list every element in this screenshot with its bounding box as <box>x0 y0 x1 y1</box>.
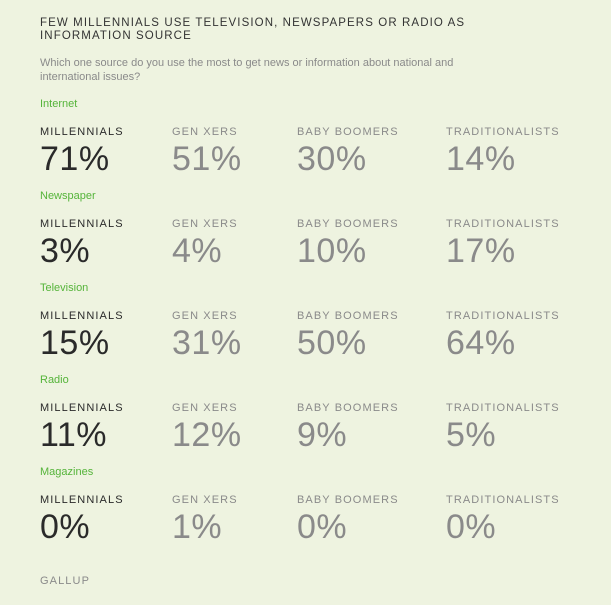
generation-column: GEN XERS 4% <box>172 218 238 269</box>
category-label: Internet <box>40 98 78 110</box>
percentage-value: 4% <box>172 232 223 270</box>
generation-column: GEN XERS 51% <box>172 126 242 177</box>
percentage-value: 17% <box>446 232 516 270</box>
percentage-value: 15% <box>40 324 110 362</box>
percentage-value: 12% <box>172 416 242 454</box>
category-section: Television MILLENNIALS 15% GEN XERS 31% BABY … <box>0 282 611 374</box>
category-section: Newspaper MILLENNIALS 3% GEN XERS 4% BABY BOO… <box>0 190 611 282</box>
generation-column: MILLENNIALS 71% <box>40 126 124 177</box>
percentage-value: 30% <box>297 140 367 178</box>
category-label: Magazines <box>40 466 94 478</box>
generation-label: GEN XERS <box>172 402 238 414</box>
generation-label: BABY BOOMERS <box>297 218 399 230</box>
generation-label: BABY BOOMERS <box>297 402 399 414</box>
percentage-value: 11% <box>40 416 108 454</box>
category-label: Newspaper <box>40 190 96 202</box>
generation-column: BABY BOOMERS 50% <box>297 310 399 361</box>
percentage-value: 0% <box>40 508 91 546</box>
generation-column: MILLENNIALS 3% <box>40 218 124 269</box>
generation-label: TRADITIONALISTS <box>446 494 560 506</box>
generation-label: GEN XERS <box>172 126 238 138</box>
generation-label: BABY BOOMERS <box>297 310 399 322</box>
generation-label: BABY BOOMERS <box>297 494 399 506</box>
percentage-value: 9% <box>297 416 348 454</box>
category-label: Television <box>40 282 89 294</box>
percentage-value: 10% <box>297 232 367 270</box>
category-section: Internet MILLENNIALS 71% GEN XERS 51% BABY BO… <box>0 98 611 190</box>
generation-column: TRADITIONALISTS 64% <box>446 310 560 361</box>
generation-label: TRADITIONALISTS <box>446 402 560 414</box>
generation-column: GEN XERS 12% <box>172 402 242 453</box>
generation-column: GEN XERS 1% <box>172 494 238 545</box>
generation-column: BABY BOOMERS 30% <box>297 126 399 177</box>
generation-column: MILLENNIALS 11% <box>40 402 124 453</box>
percentage-value: 31% <box>172 324 242 362</box>
percentage-value: 3% <box>40 232 91 270</box>
percentage-value: 0% <box>446 508 497 546</box>
chart-title: FEW MILLENNIALS USE TELEVISION, NEWSPAPE… <box>40 17 466 42</box>
generation-label: BABY BOOMERS <box>297 126 399 138</box>
generation-label: MILLENNIALS <box>40 402 124 414</box>
percentage-value: 71% <box>40 140 110 178</box>
percentage-value: 64% <box>446 324 516 362</box>
percentage-value: 50% <box>297 324 367 362</box>
generation-label: GEN XERS <box>172 310 238 322</box>
generation-label: GEN XERS <box>172 218 238 230</box>
percentage-value: 0% <box>297 508 348 546</box>
generation-label: GEN XERS <box>172 494 238 506</box>
category-section: Magazines MILLENNIALS 0% GEN XERS 1% BABY BOO… <box>0 466 611 558</box>
generation-label: TRADITIONALISTS <box>446 310 560 322</box>
generation-label: MILLENNIALS <box>40 126 124 138</box>
generation-column: BABY BOOMERS 0% <box>297 494 399 545</box>
generation-column: GEN XERS 31% <box>172 310 242 361</box>
generation-column: TRADITIONALISTS 14% <box>446 126 560 177</box>
generation-label: TRADITIONALISTS <box>446 126 560 138</box>
generation-column: BABY BOOMERS 10% <box>297 218 399 269</box>
percentage-value: 51% <box>172 140 242 178</box>
category-section: Radio MILLENNIALS 11% GEN XERS 12% BABY BOOME… <box>0 374 611 466</box>
generation-column: MILLENNIALS 15% <box>40 310 124 361</box>
generation-label: MILLENNIALS <box>40 494 124 506</box>
generation-column: MILLENNIALS 0% <box>40 494 124 545</box>
generation-column: TRADITIONALISTS 0% <box>446 494 560 545</box>
category-label: Radio <box>40 374 69 386</box>
percentage-value: 1% <box>172 508 223 546</box>
generation-label: TRADITIONALISTS <box>446 218 560 230</box>
source-label: GALLUP <box>40 575 91 587</box>
generation-column: BABY BOOMERS 9% <box>297 402 399 453</box>
generation-column: TRADITIONALISTS 17% <box>446 218 560 269</box>
generation-column: TRADITIONALISTS 5% <box>446 402 560 453</box>
generation-label: MILLENNIALS <box>40 218 124 230</box>
chart-subtitle: Which one source do you use the most to … <box>40 57 454 83</box>
generation-label: MILLENNIALS <box>40 310 124 322</box>
percentage-value: 14% <box>446 140 516 178</box>
percentage-value: 5% <box>446 416 497 454</box>
